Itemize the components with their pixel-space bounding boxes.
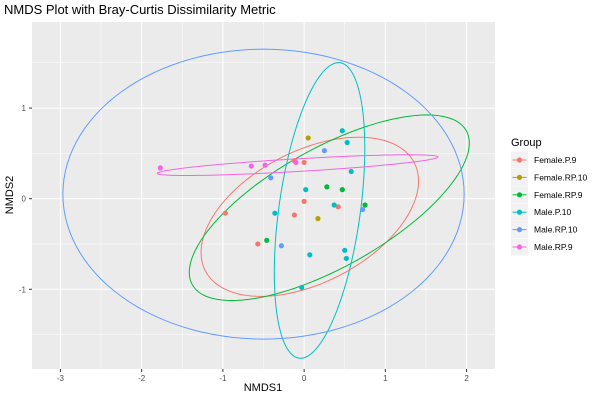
legend-label: Female.P.9 <box>534 155 577 165</box>
point-male-p-10 <box>348 168 354 175</box>
x-tick-label: -1 <box>219 374 227 383</box>
point-female-rp-9 <box>339 187 345 193</box>
legend-label: Female.RP.9 <box>534 190 583 200</box>
x-tick-label: 0 <box>302 374 307 383</box>
point-female-p-9 <box>301 159 307 166</box>
point-female-rp-9 <box>362 202 368 208</box>
point-male-rp-9 <box>248 163 254 169</box>
point-male-p-10 <box>331 202 337 208</box>
point-male-p-10 <box>344 139 350 146</box>
chart-title: NMDS Plot with Bray-Curtis Dissimilarity… <box>4 2 276 17</box>
legend-label: Male.P.10 <box>534 207 571 217</box>
minor-gridlines <box>32 22 495 369</box>
ellipse-male-rp-9 <box>156 154 439 177</box>
point-female-rp-10 <box>305 135 311 141</box>
y-axis-ticks: -1 0 1 <box>19 104 32 294</box>
point-female-rp-9 <box>264 237 270 243</box>
point-male-p-10 <box>343 255 349 262</box>
point-male-rp-10 <box>321 148 328 154</box>
point-male-p-10 <box>299 284 305 291</box>
x-tick-label: 1 <box>383 374 388 383</box>
legend-key-point <box>516 192 523 198</box>
legend-key-point <box>516 157 523 163</box>
data-points <box>157 128 368 291</box>
legend-key-point <box>516 244 523 250</box>
point-female-p-9 <box>222 210 228 216</box>
point-female-p-9 <box>335 204 341 210</box>
point-male-p-10 <box>307 252 313 258</box>
legend: Group Female.P.9 Female.RP.10 Female.RP.9 M… <box>511 137 588 256</box>
confidence-ellipses <box>62 48 470 359</box>
point-male-rp-9 <box>293 159 299 166</box>
y-tick-label: 1 <box>22 104 27 113</box>
point-female-p-9 <box>255 241 261 247</box>
point-male-p-10 <box>339 128 345 134</box>
y-axis-title: NMDS2 <box>4 176 16 215</box>
legend-key-point <box>516 209 523 215</box>
x-tick-label: 2 <box>464 374 469 383</box>
point-male-rp-10 <box>268 175 274 181</box>
y-tick-label: 0 <box>22 195 27 204</box>
point-male-p-10 <box>303 187 309 193</box>
point-male-rp-10 <box>278 243 284 249</box>
x-axis-title: NMDS1 <box>244 382 283 394</box>
point-male-rp-9 <box>262 162 268 168</box>
point-female-p-9 <box>291 212 297 218</box>
legend-label: Female.RP.10 <box>534 172 588 182</box>
legend-label: Male.RP.9 <box>534 242 573 252</box>
major-gridlines <box>32 22 495 369</box>
ellipse-male-p-10 <box>273 62 366 359</box>
ellipse-female-p-9 <box>200 136 420 297</box>
point-male-rp-10 <box>359 206 366 213</box>
x-tick-label: -2 <box>138 374 146 383</box>
x-tick-label: -3 <box>57 374 65 383</box>
point-male-p-10 <box>272 210 278 216</box>
ellipse-male-rp-10 <box>62 48 465 340</box>
x-axis-ticks: -3 -2 -1 0 1 2 <box>57 369 469 383</box>
legend-key-point <box>516 174 523 180</box>
point-male-rp-9 <box>157 165 163 171</box>
legend-label: Male.RP.10 <box>534 225 578 235</box>
point-female-p-9 <box>301 198 307 204</box>
point-female-rp-10 <box>315 216 321 222</box>
legend-key-point <box>516 227 523 233</box>
y-tick-label: -1 <box>19 285 27 294</box>
legend-title: Group <box>511 137 542 149</box>
ellipse-female-rp-9 <box>188 114 470 302</box>
point-female-rp-9 <box>324 184 330 190</box>
point-male-p-10 <box>342 247 348 253</box>
